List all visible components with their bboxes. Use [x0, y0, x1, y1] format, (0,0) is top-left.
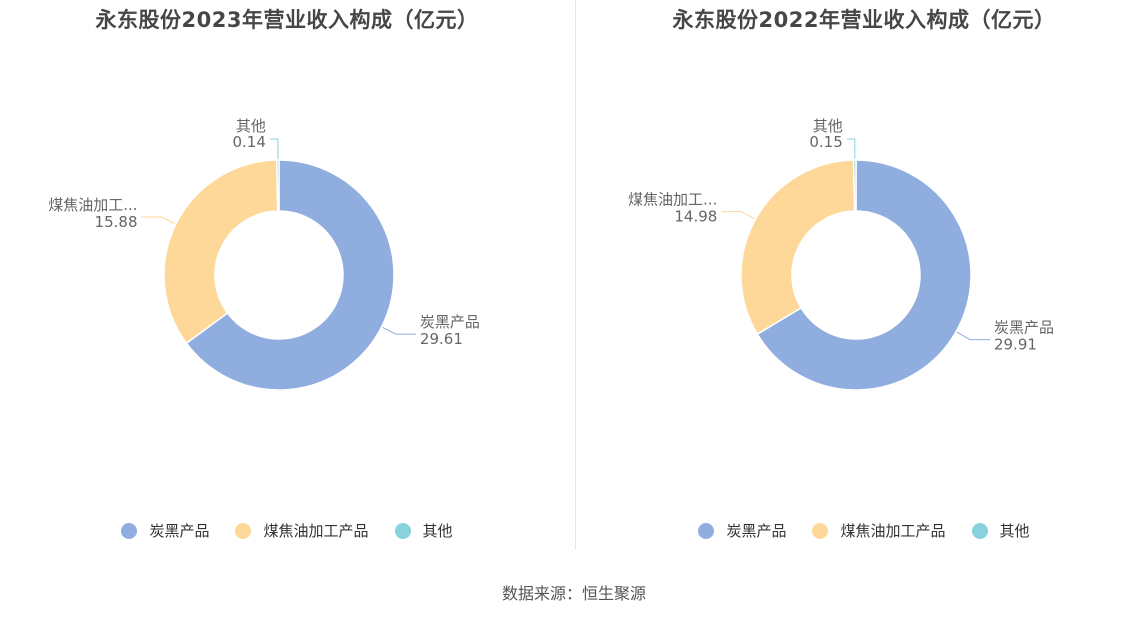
leader-line-coal-tar — [141, 216, 176, 225]
slice-value-other: 0.15 — [809, 133, 842, 151]
slice-value-coal-tar: 14.98 — [674, 208, 717, 226]
legend-dot-icon — [698, 522, 715, 539]
slice-label-other: 其他 — [236, 117, 266, 135]
legend-label: 炭黑产品 — [149, 522, 210, 540]
slice-value-other: 0.14 — [232, 133, 265, 151]
legend-dot-icon — [121, 522, 138, 539]
legend-item-coal-tar[interactable]: 煤焦油加工产品 — [812, 520, 946, 541]
slice-label-carbon-black: 炭黑产品 — [420, 313, 480, 331]
chart-title-2023: 永东股份2023年营业收入构成（亿元） — [95, 8, 479, 32]
legend-label: 煤焦油加工产品 — [840, 522, 946, 540]
legend-item-other[interactable]: 其他 — [971, 520, 1030, 541]
legend-dot-icon — [235, 522, 252, 539]
slice-label-coal-tar: 煤焦油加工... — [628, 191, 717, 209]
legend-dot-icon — [812, 522, 829, 539]
leader-line-carbon-black — [382, 326, 416, 335]
pie-slice-other[interactable] — [852, 159, 857, 212]
legend-item-carbon-black[interactable]: 炭黑产品 — [698, 520, 786, 541]
pie-slice-carbon-black[interactable] — [756, 159, 972, 391]
legend-label: 煤焦油加工产品 — [263, 522, 369, 540]
legend-item-coal-tar[interactable]: 煤焦油加工产品 — [235, 520, 369, 541]
legend-label: 其他 — [422, 522, 453, 540]
chart-2023-panel: 永东股份2023年营业收入构成（亿元） 炭黑产品 29.61 煤焦油加工... 15.… — [0, 0, 574, 555]
pie-slice-carbon-black[interactable] — [185, 159, 395, 391]
legend-label: 其他 — [999, 522, 1030, 540]
slice-label-other: 其他 — [813, 117, 843, 135]
chart-title-2022: 永东股份2022年营业收入构成（亿元） — [672, 8, 1056, 32]
legend-2023: 炭黑产品 煤焦油加工产品 其他 — [0, 520, 574, 541]
pie-slice-other[interactable] — [276, 159, 280, 212]
chart-2022-panel: 永东股份2022年营业收入构成（亿元） 炭黑产品 29.91 煤焦油加工... 14.… — [577, 0, 1148, 555]
legend-item-other[interactable]: 其他 — [394, 520, 453, 541]
panel-divider — [575, 0, 576, 550]
slice-value-carbon-black: 29.61 — [420, 330, 463, 348]
legend-item-carbon-black[interactable]: 炭黑产品 — [121, 520, 209, 541]
legend-dot-icon — [971, 522, 988, 539]
slice-value-carbon-black: 29.91 — [994, 336, 1037, 354]
pie-slice-coal-tar[interactable] — [163, 159, 279, 345]
pie-slice-coal-tar[interactable] — [740, 159, 856, 336]
legend-2022: 炭黑产品 煤焦油加工产品 其他 — [577, 520, 1148, 541]
data-source-note: 数据来源：恒生聚源 — [501, 584, 646, 603]
leader-line-other — [846, 138, 856, 160]
slice-label-coal-tar: 煤焦油加工... — [48, 196, 137, 214]
leader-line-other — [269, 138, 279, 160]
slice-label-carbon-black: 炭黑产品 — [994, 319, 1054, 337]
slice-value-coal-tar: 15.88 — [95, 213, 138, 231]
legend-label: 炭黑产品 — [726, 522, 787, 540]
legend-dot-icon — [394, 522, 411, 539]
leader-line-coal-tar — [721, 211, 755, 220]
leader-line-carbon-black — [956, 331, 990, 341]
